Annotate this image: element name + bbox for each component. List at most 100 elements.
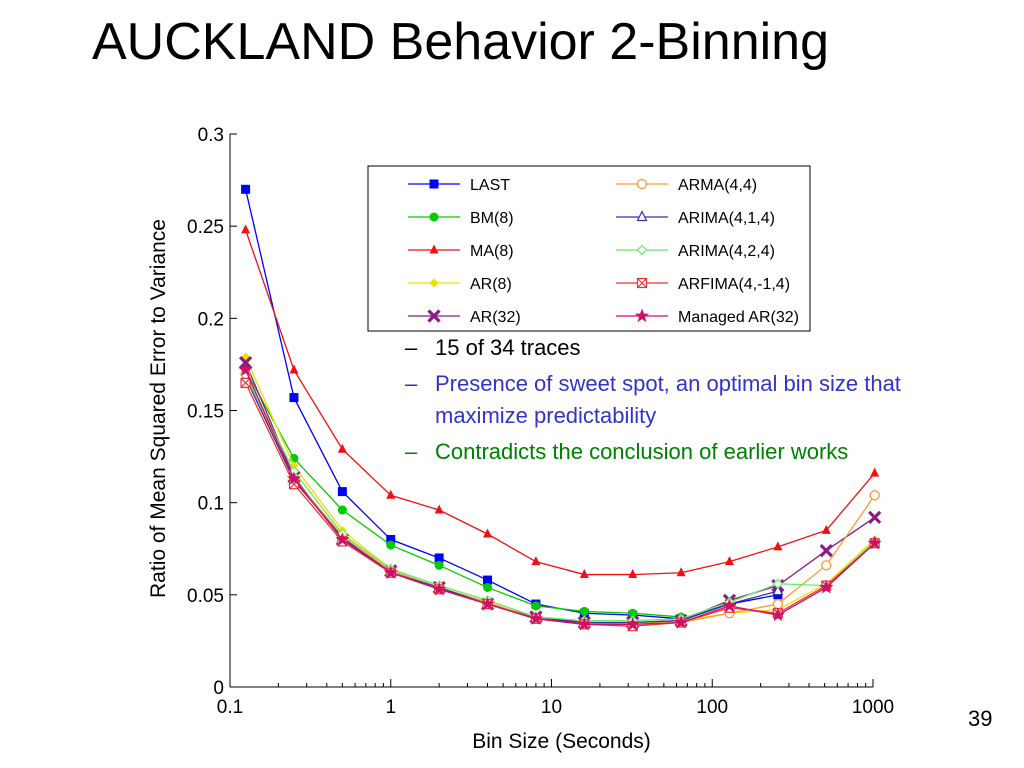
series-managed-ar-32-point (577, 616, 592, 631)
series-ma-8-line (244, 229, 876, 576)
legend-marker (427, 309, 441, 323)
bullet-text: 15 of 34 traces (435, 335, 581, 360)
series-ma-8-point (676, 567, 686, 577)
bullet-item: – Contradicts the conclusion of earlier … (405, 436, 905, 468)
series-last-point (483, 575, 493, 585)
legend-marker (636, 277, 648, 289)
series-ma-8-point (289, 364, 299, 374)
legend-marker (429, 244, 439, 254)
y-axis-label: Ratio of Mean Squared Error to Variance (147, 219, 170, 598)
series-arma-4-4-point (869, 490, 880, 501)
legend-label: ARIMA(4,1,4) (678, 210, 775, 227)
series-bm-8-line (245, 369, 682, 618)
x-axis-label: Bin Size (Seconds) (472, 730, 651, 753)
series-arima-4-2-4-point (772, 578, 784, 590)
series-managed-ar-32-point (625, 616, 640, 631)
series-last-point (386, 535, 396, 545)
slide-title: AUCKLAND Behavior 2-Binning (92, 13, 830, 71)
y-tick-label: 0.05 (187, 586, 224, 607)
series-arima-4-2-4-line (244, 375, 876, 622)
series-managed-ar-32-point (819, 580, 834, 594)
legend-marker (429, 212, 439, 222)
bullet-dash: – (405, 335, 418, 360)
series-managed-ar-32-point (480, 596, 495, 611)
series-last-point (434, 553, 444, 563)
x-tick-label: 100 (696, 697, 728, 718)
legend-label: AR(8) (470, 276, 512, 293)
series-bm-8-point (434, 560, 444, 570)
bullet-list: – 15 of 34 traces – Presence of sweet sp… (405, 332, 905, 472)
series-managed-ar-32-point (286, 471, 302, 485)
series-bm-8-point (337, 505, 347, 515)
page-number: 39 (968, 706, 993, 731)
legend-label: BM(8) (470, 210, 514, 227)
x-tick-label: 1000 (852, 697, 894, 718)
bullet-text: Presence of sweet spot, an optimal bin s… (435, 371, 901, 428)
y-tick-label: 0.1 (198, 494, 224, 515)
series-managed-ar-32-point (770, 607, 785, 622)
series-ma-8-point (337, 443, 347, 453)
series-ar-32-point (868, 510, 882, 525)
series-managed-ar-32-point (335, 532, 350, 546)
bullet-item: – Presence of sweet spot, an optimal bin… (405, 368, 905, 432)
series-ma-8-point (821, 524, 831, 534)
x-tick-label: 10 (541, 697, 562, 718)
legend-label: ARFIMA(4,-1,4) (678, 276, 790, 293)
series-arfima-4-1-4-point (240, 377, 251, 388)
y-tick-label: 0.2 (198, 309, 224, 330)
y-tick-label: 0 (213, 678, 224, 699)
series-bm-8-point (531, 601, 541, 611)
series-ma-8-point (628, 569, 638, 579)
y-tick-label: 0.15 (187, 402, 224, 423)
series-managed-ar-32-point (238, 362, 253, 376)
series-managed-ar-32-point (528, 611, 544, 625)
legend-label: ARIMA(4,2,4) (678, 243, 775, 260)
legend-label: LAST (470, 177, 510, 194)
series-arima-4-1-4-point (772, 584, 784, 596)
legend-marker (636, 210, 648, 222)
series-ma-8-point (724, 556, 734, 566)
bullet-text: Contradicts the conclusion of earlier wo… (435, 439, 849, 464)
series-managed-ar-32-point (722, 598, 737, 612)
y-tick-label: 0.3 (198, 125, 224, 146)
series-bm-8-point (483, 582, 493, 592)
bullet-item: – 15 of 34 traces (405, 332, 905, 364)
series-ma-8-point (386, 489, 396, 499)
series-ma-8-point (870, 467, 880, 477)
x-tick-label: 1 (385, 697, 396, 718)
series-managed-ar-32-point (867, 535, 882, 550)
series-managed-ar-32-point (674, 615, 689, 629)
series-bm-8-point (579, 606, 589, 616)
legend-box (367, 165, 811, 332)
bullet-dash: – (405, 371, 418, 396)
series-last-point (337, 487, 347, 497)
series-ma-8-point (773, 541, 783, 551)
legend-marker (636, 244, 648, 256)
series-bm-8-point (628, 608, 638, 618)
series-managed-ar-32-line (244, 369, 876, 625)
legend-marker (429, 278, 439, 288)
series-arma-4-4-point (821, 560, 832, 571)
series-arma-4-4-point (772, 598, 784, 610)
x-tick-label: 0.1 (217, 697, 243, 718)
series-ma-8-point (579, 569, 589, 579)
legend-label: MA(8) (470, 243, 514, 260)
series-ar-32-point (819, 543, 833, 558)
series-bm-8-point (386, 540, 396, 550)
series-ma-8-point (483, 528, 493, 538)
series-ma-8-point (241, 224, 251, 234)
legend-label: AR(32) (470, 309, 521, 326)
legend-label: ARMA(4,4) (678, 177, 757, 194)
legend-label: Managed AR(32) (678, 309, 799, 326)
series-ma-8-point (434, 504, 444, 514)
y-tick-label: 0.25 (187, 217, 224, 238)
series-managed-ar-32-point (383, 565, 398, 579)
bullet-dash: – (405, 439, 418, 464)
legend-marker (429, 179, 439, 189)
series-ma-8-point (531, 556, 541, 566)
legend-marker (636, 178, 648, 190)
series-managed-ar-32-point (432, 581, 447, 596)
legend-marker (634, 308, 650, 323)
series-last-point (289, 393, 299, 403)
